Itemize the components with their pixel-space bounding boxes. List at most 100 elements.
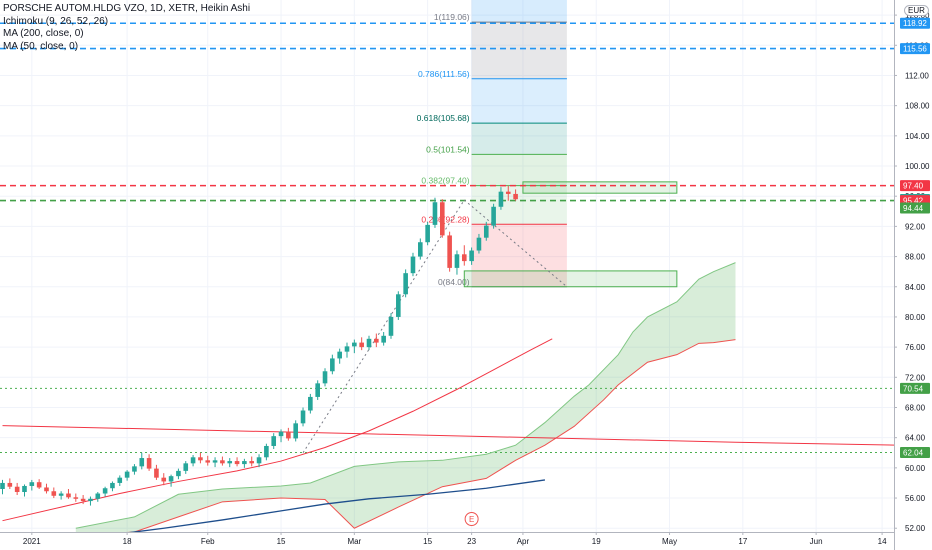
price-label: 94.44	[903, 204, 924, 213]
fib-level-label: 0.786(111.56)	[418, 69, 470, 79]
y-tick-label: 68.00	[905, 403, 926, 412]
fib-level-label: 0.382(97.40)	[421, 176, 469, 186]
candle-body	[242, 461, 247, 465]
candle-body	[352, 342, 357, 347]
price-label-bg	[900, 17, 930, 29]
price-label: 70.54	[903, 384, 924, 393]
cloud-span-b	[75, 339, 736, 537]
fib-level-label: 0.5(101.54)	[426, 144, 470, 154]
candle-body	[498, 191, 504, 207]
price-axis-bg	[894, 0, 932, 550]
candle-body	[359, 342, 364, 348]
price-label-bg	[900, 382, 930, 394]
fib-level-label: 0(84.00)	[438, 277, 470, 287]
candle-body	[7, 482, 13, 487]
candle-body	[51, 491, 57, 496]
x-tick-label: Mar	[347, 537, 361, 546]
price-label: 62.04	[903, 448, 924, 457]
x-tick-label: 14	[878, 537, 887, 546]
candle-body	[183, 463, 189, 471]
candle-body	[234, 461, 240, 465]
candle-body	[461, 254, 467, 262]
candle-body	[117, 477, 123, 483]
candle-body	[315, 383, 320, 397]
candle-body	[440, 202, 445, 236]
candle-body	[447, 235, 452, 268]
y-tick-label: 64.00	[905, 434, 926, 443]
candle-body	[330, 358, 335, 372]
candle-body	[271, 436, 277, 446]
symbol-title: PORSCHE AUTOM.HLDG VZO, 1D, XETR, Heikin…	[3, 3, 251, 14]
candle-body	[14, 486, 20, 493]
candle-body	[220, 460, 225, 464]
candle-body	[293, 423, 298, 439]
candle-body	[95, 493, 101, 499]
currency-badge[interactable]: EUR	[904, 5, 929, 16]
candle-body	[418, 242, 423, 257]
candle-body	[454, 254, 460, 268]
candle-body	[505, 191, 511, 194]
fib-level-label: 1(119.06)	[434, 12, 470, 22]
y-tick-label: 84.00	[905, 283, 926, 292]
zone-box	[463, 270, 678, 288]
candle-body	[308, 396, 313, 411]
ma50-legend[interactable]: MA (50, close, 0)	[3, 40, 79, 52]
candle-body	[322, 371, 328, 384]
x-tick-label: 15	[423, 537, 432, 546]
y-tick-label: 56.00	[905, 494, 926, 503]
y-tick-label: 76.00	[905, 343, 926, 352]
y-tick-label: 112.00	[905, 71, 929, 80]
candle-body	[278, 431, 284, 437]
candle-body	[403, 273, 408, 295]
price-label-bg	[900, 202, 930, 214]
x-tick-label: Apr	[517, 537, 530, 546]
fib-level-label: 0.618(105.68)	[417, 113, 470, 123]
candle-body	[491, 206, 496, 226]
y-tick-label: 72.00	[905, 373, 926, 382]
price-label-bg	[900, 446, 930, 458]
candle-body	[36, 482, 42, 488]
ichimoku-legend[interactable]: Ichimoku (9, 26, 52, 26)	[3, 15, 109, 27]
fib-level-label: 0.236(92.28)	[421, 214, 469, 224]
candle-body	[102, 488, 108, 494]
fib-zone	[471, 123, 567, 155]
candle-body	[58, 493, 64, 496]
candle-body	[344, 346, 350, 352]
candle-body	[483, 225, 489, 238]
candle-body	[161, 477, 167, 482]
y-tick-label: 104.00	[905, 132, 930, 141]
zone-box	[522, 181, 678, 194]
fib-zone	[471, 78, 567, 124]
candle-body	[425, 224, 430, 243]
candle-body	[396, 294, 401, 317]
candle-body	[256, 457, 262, 464]
earnings-marker-label: E	[469, 515, 474, 524]
candle-body	[381, 335, 386, 343]
candle-body	[286, 431, 291, 439]
time-axis-bg	[0, 532, 894, 550]
candle-body	[110, 482, 115, 489]
y-tick-label: 60.00	[905, 464, 926, 473]
candle-body	[476, 237, 482, 251]
candle-body	[132, 466, 137, 472]
earnings-marker	[464, 512, 479, 526]
price-label-bg	[900, 43, 930, 55]
x-tick-label: 19	[592, 537, 601, 546]
candle-body	[410, 256, 416, 274]
trend-line	[463, 199, 568, 288]
y-tick-label: 52.00	[905, 524, 926, 533]
cloud-span-a	[75, 262, 736, 529]
x-tick-label: 18	[123, 537, 132, 546]
candle-body	[66, 493, 71, 498]
candle-body	[88, 498, 93, 502]
candle-body	[124, 471, 130, 478]
x-tick-label: 17	[738, 537, 747, 546]
candle-body	[0, 482, 5, 489]
x-tick-label: Jun	[810, 537, 823, 546]
ma200-legend[interactable]: MA (200, close, 0)	[3, 28, 84, 39]
candle-body	[44, 487, 49, 492]
candle-body	[73, 497, 79, 499]
x-tick-label: 23	[467, 537, 476, 546]
